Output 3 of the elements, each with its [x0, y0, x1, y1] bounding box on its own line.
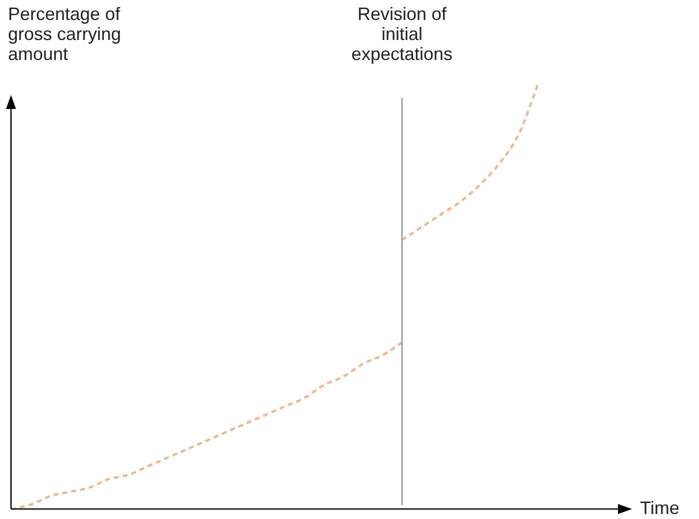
text: Revision of initial expectations [351, 4, 453, 64]
y-axis-title: Percentage of gross carrying amount [8, 4, 122, 64]
x-axis-title: Time [640, 498, 680, 518]
